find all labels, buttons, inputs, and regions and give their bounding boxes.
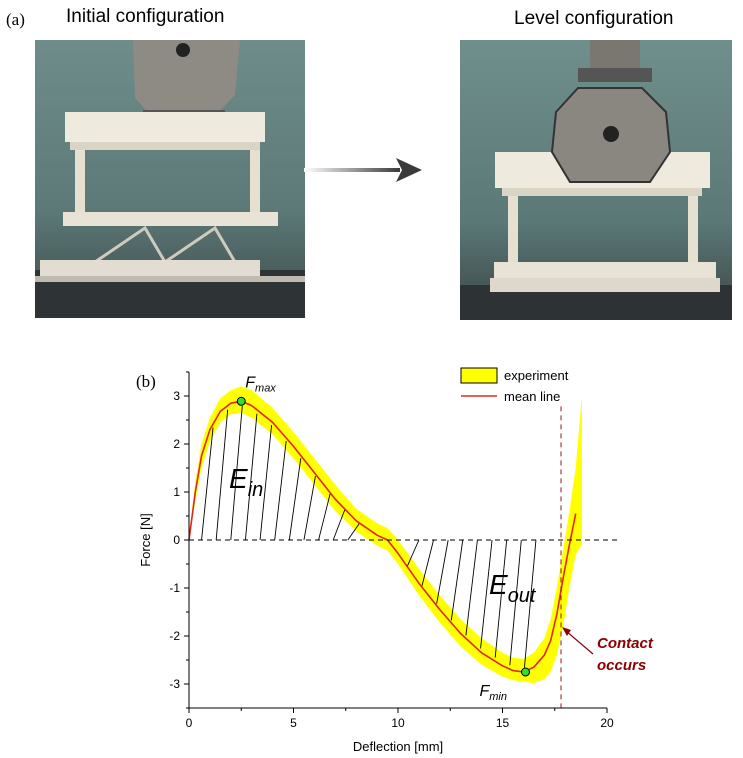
f-max-label: Fmax (245, 374, 276, 394)
x-tick-label: 15 (496, 716, 510, 730)
contact-label-line2: occurs (597, 657, 646, 674)
f-min-marker (520, 667, 530, 677)
experiment-band (189, 386, 582, 683)
x-tick-label: 20 (600, 716, 614, 730)
initial-config-title: Initial configuration (66, 6, 225, 27)
e-out-hatch-line (450, 539, 464, 621)
e-out-hatch-line (523, 539, 537, 668)
y-tick-label: 0 (173, 533, 180, 547)
e-out-label: Eout (489, 569, 537, 607)
e-in-hatch-line (244, 413, 258, 541)
f-max-marker (236, 396, 246, 406)
y-tick-label: 2 (173, 437, 180, 451)
mean-line (188, 400, 577, 673)
e-out-hatch-line (480, 539, 493, 649)
f-min-label: Fmin (479, 683, 507, 703)
e-in-hatch-line (347, 523, 360, 541)
e-out-hatch-line (494, 539, 508, 658)
y-tick-label: -2 (169, 629, 180, 643)
panel-a-label: (a) (6, 10, 25, 29)
y-tick-label: 3 (173, 389, 180, 403)
e-in-hatch-line (274, 441, 287, 541)
initial-configuration-photo (35, 40, 305, 318)
legend-experiment-label: experiment (504, 368, 569, 383)
legend-experiment-swatch (460, 367, 498, 384)
level-configuration-photo (460, 40, 732, 320)
legend-mean-label: mean line (504, 389, 560, 404)
contact-arrow-shaft (565, 630, 594, 655)
contact-label-line1: Contact (597, 635, 654, 652)
e-in-hatch-line (332, 509, 346, 541)
e-in-hatch-line (201, 427, 214, 541)
e-out-hatch-line (509, 539, 522, 666)
transition-arrow-icon (304, 158, 422, 182)
e-out-hatch-line (465, 539, 478, 636)
e-in-hatch-line (215, 409, 229, 541)
x-tick-label: 10 (391, 716, 405, 730)
x-tick-label: 0 (186, 716, 193, 730)
e-in-label: Ein (229, 463, 263, 501)
x-axis-title: Deflection [mm] (353, 739, 443, 754)
e-in-hatch-line (318, 493, 331, 541)
y-tick-label: -1 (169, 581, 180, 595)
y-tick-label: 1 (173, 485, 180, 499)
x-tick-label: 5 (290, 716, 297, 730)
level-config-title: Level configuration (514, 8, 674, 29)
e-out-hatch-line (421, 539, 434, 586)
e-out-hatch-line (436, 539, 449, 604)
e-in-hatch-line (288, 458, 302, 541)
y-tick-label: -3 (169, 677, 180, 691)
e-out-hatch-line (406, 539, 420, 567)
e-in-hatch-line (259, 425, 273, 541)
y-axis-title: Force [N] (138, 513, 153, 566)
e-in-hatch-line (303, 476, 316, 541)
e-in-hatch-line (230, 405, 243, 541)
contact-arrow-head-icon (562, 627, 571, 636)
panel-b-label: (b) (136, 372, 156, 391)
